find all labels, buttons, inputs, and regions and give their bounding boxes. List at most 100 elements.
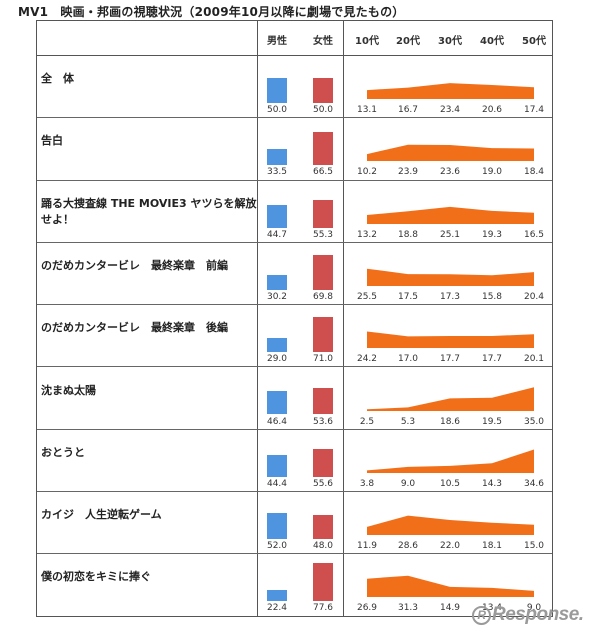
male-bar [267,590,287,602]
age-area-series [367,206,534,224]
male-bar [267,454,287,477]
male-bar [267,391,287,415]
movie-title: カイジ 人生逆転ゲーム [41,508,162,522]
male-value-label: 50.0 [266,105,288,115]
age-value-label: 23.6 [439,167,461,178]
female-value-label: 55.6 [312,478,334,489]
female-bar [313,78,333,103]
movie-row: 踊る大捜査線 THE MOVIE3 ヤツらを解放せよ！ 44.7 55.3 13.2 1… [37,180,552,243]
age-value-label: 16.7 [397,105,419,115]
age-value-label: 31.3 [397,603,419,614]
movie-title: 沈まぬ太陽 [41,383,96,397]
female-bar [313,515,333,540]
age-value-label: 11.9 [356,541,378,552]
age-area-chart [367,515,534,536]
age-value-label: 13.2 [356,229,378,240]
response-logo-icon: R [472,606,491,625]
column-divider-gender [343,21,344,616]
movie-title: 僕の初恋をキミに捧ぐ [41,570,151,584]
age-value-label: 17.5 [397,291,419,302]
age-value-label: 20.4 [523,291,545,302]
age-value-label: 17.4 [523,105,545,115]
age-value-label: 20.6 [481,105,503,115]
male-bar [267,513,287,540]
male-value-label: 44.4 [266,478,288,489]
header-female: 女性 [313,36,333,47]
age-value-label: 34.6 [523,478,545,489]
movie-title: のだめカンタービレ 最終楽章 後編 [41,321,228,335]
male-bar [267,78,287,103]
movie-row: 僕の初恋をキミに捧ぐ 22.4 77.6 26.9 31.3 14.9 13.4 9.0 [37,553,552,615]
female-bar [313,562,333,602]
age-value-label: 17.7 [481,354,503,365]
movie-row: のだめカンタービレ 最終楽章 前編 30.2 69.8 25.5 17.5 17.3 15.… [37,242,552,306]
age-value-label: 18.1 [481,541,503,552]
header-age-20s: 20代 [396,36,420,47]
female-bar [313,316,333,353]
age-value-label: 15.0 [523,541,545,552]
age-value-label: 18.6 [439,416,461,427]
female-bar [313,199,333,228]
watermark-text: Response. [492,604,584,625]
age-value-label: 13.4 [481,603,503,614]
age-area-series [367,268,534,286]
age-value-label: 23.9 [397,167,419,178]
header-age-40s: 40代 [480,36,504,47]
age-area-chart [367,449,534,473]
header-row: 男性 女性 10代 20代 30代 40代 50代 [37,21,552,56]
age-value-label: 35.0 [523,416,545,427]
male-value-label: 29.0 [266,354,288,365]
column-divider-title [257,21,258,616]
female-value-label: 66.5 [312,167,334,178]
response-watermark: R Response. [472,604,584,626]
movie-title: 全 体 [41,72,74,85]
header-age-10s: 10代 [355,36,379,47]
age-value-label: 25.1 [439,229,461,240]
age-value-label: 19.0 [481,167,503,178]
female-bar [313,387,333,415]
movie-row: のだめカンタービレ 最終楽章 後編 29.0 71.0 24.2 17.0 17.7 17.… [37,304,552,368]
movie-title: 告白 [41,134,63,148]
age-area-chart [367,144,534,162]
female-bar [313,448,333,477]
male-bar [267,148,287,166]
male-bar [267,205,287,228]
age-area-chart [367,206,534,224]
female-value-label: 77.6 [312,603,334,614]
age-value-label: 14.9 [439,603,461,614]
male-value-label: 22.4 [266,603,288,614]
age-value-label: 17.0 [397,354,419,365]
age-value-label: 22.0 [439,541,461,552]
male-bar [267,337,287,353]
age-value-label: 18.4 [523,167,545,178]
male-value-label: 33.5 [266,167,288,178]
age-value-label: 18.8 [397,229,419,240]
male-value-label: 46.4 [266,416,288,427]
table-frame: 男性 女性 10代 20代 30代 40代 50代 全 体 50.0 50.0 13.… [36,20,553,617]
age-value-label: 20.1 [523,354,545,365]
female-value-label: 71.0 [312,354,334,365]
female-bar [313,132,333,166]
age-value-label: 14.3 [481,478,503,489]
male-value-label: 44.7 [266,229,288,240]
age-value-label: 28.6 [397,541,419,552]
movie-row: おとうと 44.4 55.6 3.8 9.0 10.5 14.3 34.6 [37,429,552,493]
age-value-label: 5.3 [400,416,416,427]
age-area-series [367,576,534,598]
age-value-label: 25.5 [356,291,378,302]
age-value-label: 16.5 [523,229,545,240]
male-bar [267,274,287,290]
age-value-label: 23.4 [439,105,461,115]
age-area-series [367,83,534,99]
movie-row: カイジ 人生逆転ゲーム 52.0 48.0 11.9 28.6 22.0 18.1 15.0 [37,491,552,555]
age-area-chart [367,83,534,99]
movie-title: 踊る大捜査線 THE MOVIE3 ヤツらを解放せよ！ [41,196,257,226]
age-area-chart [367,268,534,286]
age-value-label: 17.3 [439,291,461,302]
movie-title: おとうと [41,445,85,459]
age-value-label: 17.7 [439,354,461,365]
movie-row: 告白 33.5 66.5 10.2 23.9 23.6 19.0 18.4 [37,117,552,181]
female-value-label: 48.0 [312,541,334,552]
age-value-label: 26.9 [356,603,378,614]
age-value-label: 9.0 [400,478,416,489]
